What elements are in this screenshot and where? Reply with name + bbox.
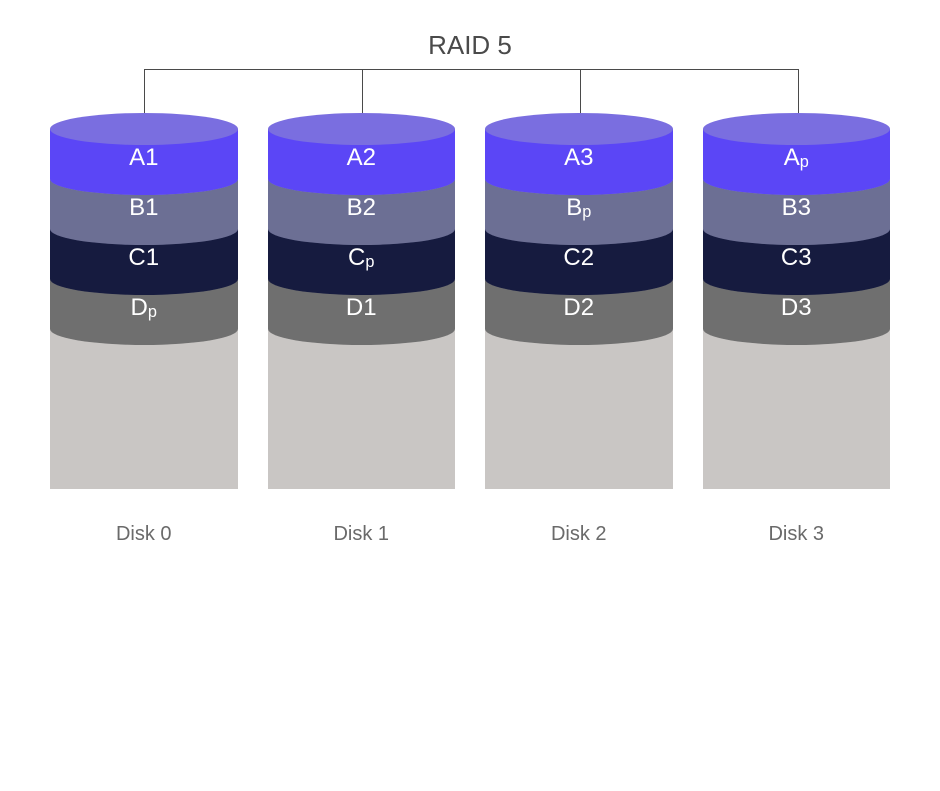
disk-0: A1B1C1Dp Disk 0: [50, 113, 238, 546]
disk-stack: ApB3C3D3: [703, 113, 891, 505]
disk-1: A2B2CpD1 Disk 1: [268, 113, 456, 546]
disk-base: [485, 329, 673, 489]
disk-2: A3BpC2D2 Disk 2: [485, 113, 673, 546]
stripe-A: A3: [485, 129, 673, 179]
diagram-title: RAID 5: [50, 30, 890, 61]
stripe-A: Ap: [703, 129, 891, 179]
disk-base: [268, 329, 456, 489]
connector-bracket: [50, 69, 892, 119]
disk-stack: A2B2CpD1: [268, 113, 456, 505]
stripe-A: A2: [268, 129, 456, 179]
stripe-A: A1: [50, 129, 238, 179]
disk-label: Disk 1: [333, 523, 389, 546]
disk-label: Disk 2: [551, 523, 607, 546]
disk-3: ApB3C3D3 Disk 3: [703, 113, 891, 546]
disk-base: [50, 329, 238, 489]
raid5-diagram: RAID 5 A1B1C1Dp Disk 0 A2B2CpD1 Disk 1 A3BpC…: [50, 30, 890, 546]
disk-label: Disk 0: [116, 523, 172, 546]
disk-stack: A1B1C1Dp: [50, 113, 238, 505]
disk-base: [703, 329, 891, 489]
disk-label: Disk 3: [768, 523, 824, 546]
disk-stack: A3BpC2D2: [485, 113, 673, 505]
disk-row: A1B1C1Dp Disk 0 A2B2CpD1 Disk 1 A3BpC2D2 Disk…: [50, 113, 890, 546]
